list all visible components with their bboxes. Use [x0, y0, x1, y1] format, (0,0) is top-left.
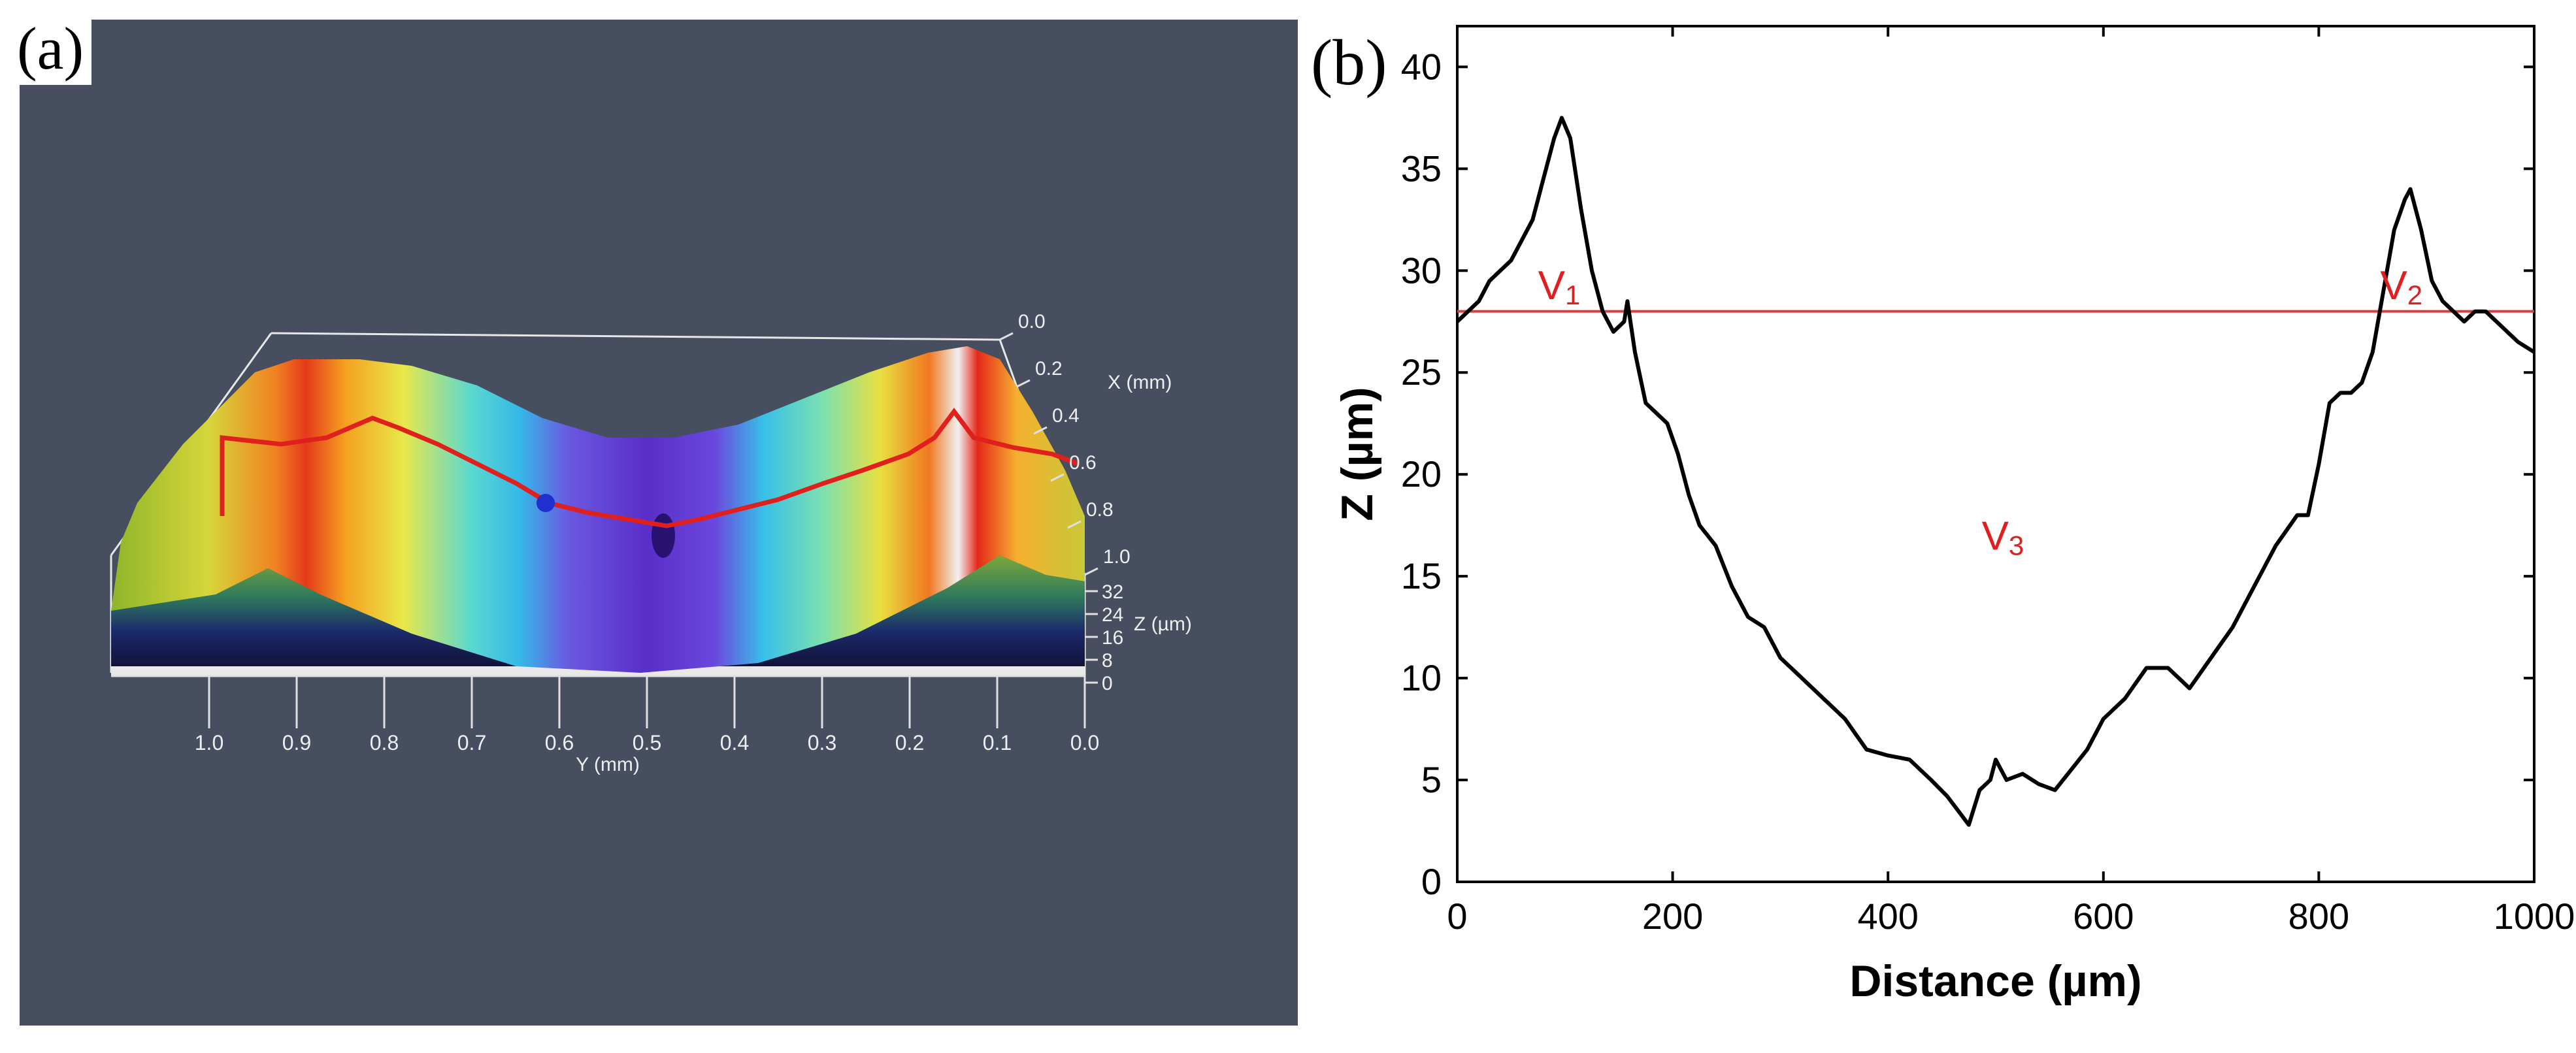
x-axis-tick-labels: 0.0 0.2 0.4 0.6 0.8 1.0 X (mm) — [1018, 311, 1172, 568]
x-tick-label: 0.8 — [1086, 499, 1114, 521]
y-tick-label: 0 — [1421, 861, 1442, 902]
y-tick-label: 0.4 — [720, 731, 749, 754]
panel-label-a: (a) — [12, 14, 92, 85]
y-tick-label: 35 — [1401, 148, 1442, 189]
y-tick-label: 0.0 — [1070, 731, 1099, 754]
x-tick-label: 0.6 — [1069, 452, 1097, 474]
x-tick-label: 0 — [1447, 896, 1467, 937]
y-tick-label: 0.3 — [808, 731, 836, 754]
y-tick-label: 0.7 — [457, 731, 486, 754]
x-axis-label: Distance (µm) — [1849, 956, 2141, 1006]
z-tick-label: 8 — [1102, 650, 1113, 672]
profile-chart: 0 200 400 600 800 1000 0 5 10 15 20 25 30 35 40 Distanc… — [1332, 25, 2575, 1006]
plot-frame — [1456, 25, 2535, 883]
profile-series-line — [1455, 116, 2535, 827]
x-tick-label: 1.0 — [1103, 546, 1131, 568]
z-tick-label: 24 — [1102, 604, 1123, 626]
x-tick-label: 200 — [1642, 896, 1703, 937]
y-tick-label: 1.0 — [195, 731, 223, 754]
y-tick-label: 30 — [1401, 250, 1442, 291]
z-tick-label: 0 — [1102, 673, 1113, 694]
y-tick-label: 0.5 — [633, 731, 661, 754]
y-axis-tick-labels: 1.0 0.9 0.8 0.7 0.6 0.5 0.4 0.3 0.2 0.1 0.0 — [195, 731, 1099, 754]
z-axis — [1085, 590, 1098, 684]
x-tick-label: 0.2 — [1035, 358, 1063, 380]
x-axis — [999, 332, 1098, 576]
annotation-v1: V1 — [1538, 263, 1581, 310]
y-tick-label: 0.2 — [895, 731, 924, 754]
surface-3d-view: 0.0 0.2 0.4 0.6 0.8 1.0 X (mm) 32 24 16 … — [110, 311, 1192, 775]
x-tick-label: 0.4 — [1052, 405, 1080, 427]
y-axis-ticks — [208, 676, 1086, 728]
x-axis-label: X (mm) — [1108, 372, 1172, 393]
x-tick-label: 0.0 — [1018, 311, 1046, 332]
surface-pit — [652, 513, 675, 558]
x-tick-label: 400 — [1857, 896, 1918, 937]
y-tick-label: 0.1 — [983, 731, 1012, 754]
y-tick-label: 20 — [1401, 453, 1442, 494]
y-tick-label: 10 — [1401, 657, 1442, 698]
y-axis-label: Z (µm) — [1332, 387, 1382, 521]
profile-marker — [537, 494, 555, 512]
y-tick-label: 0.6 — [545, 731, 574, 754]
x-tick-label: 600 — [2073, 896, 2134, 937]
z-axis-tick-labels: 32 24 16 8 0 Z (µm) — [1102, 581, 1192, 694]
y-tick-label: 5 — [1421, 759, 1442, 800]
z-tick-label: 16 — [1102, 627, 1123, 649]
y-tick-label: 25 — [1401, 351, 1442, 393]
profile-line — [220, 408, 1080, 528]
y-tick-label: 0.8 — [370, 731, 399, 754]
z-tick-label: 32 — [1102, 581, 1123, 603]
profile-chart-panel: 0 200 400 600 800 1000 0 5 10 15 20 25 30 35 40 Distanc… — [1300, 0, 2576, 1050]
annotation-v2: V2 — [2380, 263, 2422, 310]
x-tick-label: 1000 — [2494, 896, 2575, 937]
annotation-v3: V3 — [1982, 514, 2024, 561]
z-axis-label: Z (µm) — [1134, 613, 1192, 635]
y-tick-label: 0.9 — [282, 731, 311, 754]
y-axis-label: Y (mm) — [576, 754, 640, 775]
y-tick-label: 15 — [1401, 555, 1442, 596]
surface-base — [111, 666, 1085, 675]
x-tick-label: 800 — [2288, 896, 2349, 937]
panel-label-b: (b) — [1307, 30, 1391, 95]
surface-3d-panel: 0.0 0.2 0.4 0.6 0.8 1.0 X (mm) 32 24 16 … — [20, 20, 1298, 1026]
y-tick-label: 40 — [1401, 46, 1442, 87]
surface-side-wall — [111, 555, 1085, 673]
